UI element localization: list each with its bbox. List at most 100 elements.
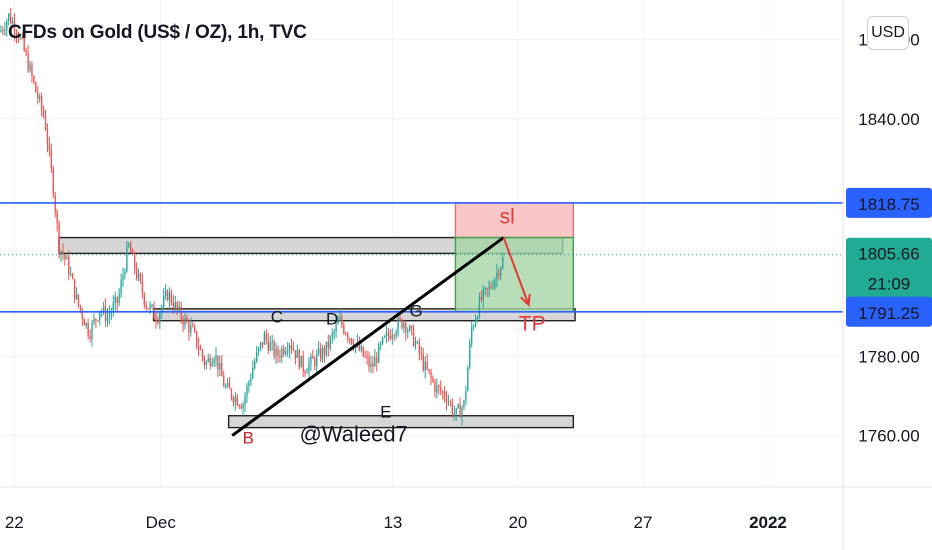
candle-body [60, 251, 62, 254]
annotation-label: B [243, 428, 254, 447]
candle-body [99, 312, 101, 321]
candle-body [308, 363, 310, 373]
candle-body [298, 350, 300, 368]
y-tick-label: 1780.00 [858, 347, 919, 366]
candle-body [172, 303, 175, 309]
candle-body [122, 275, 124, 281]
candle-body [459, 404, 461, 418]
candle-body [259, 342, 262, 348]
candle-body [405, 322, 407, 333]
candle-body [213, 359, 215, 364]
candle-body [139, 273, 142, 281]
candle-body [434, 381, 436, 393]
candle-body [44, 116, 47, 130]
candle-body [316, 353, 318, 366]
candle-body [93, 318, 95, 323]
candle-body [56, 211, 58, 224]
candle-body [31, 64, 33, 77]
candle-body [39, 96, 41, 99]
candle-body [91, 322, 93, 339]
annotation-label: C [271, 308, 283, 327]
candle-body [118, 293, 120, 303]
candle-body [27, 53, 29, 71]
candle-body [438, 385, 440, 388]
candle-body [502, 257, 504, 268]
candle-body [116, 297, 118, 303]
currency-button[interactable]: USD [867, 16, 909, 50]
candle-body [110, 311, 113, 315]
candle-body [476, 317, 479, 320]
candle-body [372, 363, 374, 367]
annotation-zones [58, 202, 576, 429]
candle-body [341, 317, 343, 325]
last-price-badge-bg [846, 237, 932, 302]
candle-body [73, 279, 76, 299]
level-badge-lower-text: 1791.25 [858, 304, 919, 323]
candle-body [269, 342, 271, 351]
candle-body [89, 335, 91, 339]
candle-body [25, 50, 27, 54]
candle-body [48, 144, 51, 150]
candle-body [248, 382, 250, 387]
candle-body [302, 355, 304, 372]
candle-body [215, 355, 217, 360]
candle-body [188, 322, 190, 333]
candle-body [257, 347, 260, 352]
candle-body [389, 335, 392, 339]
candle-body [137, 273, 140, 278]
x-tick-label: 2022 [749, 513, 787, 532]
candlestick-series [0, 7, 504, 426]
candle-body [166, 290, 169, 301]
annotation-label: E [380, 403, 391, 422]
candle-body [378, 344, 380, 363]
candle-body [75, 294, 78, 299]
candle-body [286, 350, 289, 352]
candle-body [441, 391, 444, 393]
candle-body [149, 305, 151, 310]
last-price-badge-text: 21:09 [868, 275, 911, 294]
candle-body [347, 334, 349, 339]
candle-body [494, 279, 496, 288]
candle-body [190, 325, 192, 333]
candle-body [192, 325, 194, 327]
candle-body [64, 255, 66, 260]
candle-body [463, 400, 465, 408]
candle-body [490, 286, 492, 288]
candle-body [364, 356, 366, 358]
candle-body [244, 396, 246, 405]
candle-body [350, 338, 353, 344]
candle-body [40, 96, 43, 110]
horizontal-levels [0, 202, 843, 313]
candle-body [409, 325, 411, 331]
candle-body [426, 361, 428, 370]
candle-body [226, 383, 229, 387]
candle-body [337, 320, 339, 324]
candle-body [143, 293, 145, 305]
drawing-tools [231, 236, 531, 437]
candle-body [15, 32, 18, 36]
candle-body [104, 306, 107, 322]
candle-body [114, 297, 116, 304]
candle-body [108, 314, 111, 317]
candle-body [467, 367, 469, 392]
candle-body [440, 387, 442, 392]
candle-body [6, 21, 8, 30]
target-arrow [502, 237, 530, 306]
candle-body [0, 30, 2, 32]
candle-body [449, 401, 452, 403]
candle-body [58, 223, 60, 254]
candle-body [445, 397, 448, 403]
candle-body [250, 378, 252, 383]
candle-body [432, 377, 434, 382]
level-badge-lower: 1791.25 [846, 296, 932, 327]
x-tick-label: 13 [383, 513, 402, 532]
candle-body [294, 350, 297, 359]
candle-body [52, 168, 54, 196]
x-tick-label: Dec [146, 513, 177, 532]
candle-body [498, 272, 500, 276]
arrow-head [520, 293, 531, 308]
candle-body [168, 292, 171, 301]
candle-body [265, 333, 268, 340]
y-tick-label: 1840.00 [858, 110, 919, 129]
